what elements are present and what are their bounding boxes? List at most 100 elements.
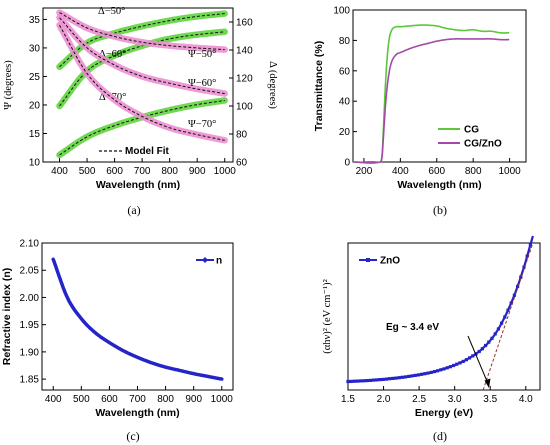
x-tick-label: 900 xyxy=(185,394,202,405)
data-point xyxy=(506,308,510,312)
data-point xyxy=(388,377,392,381)
x-tick-label: 600 xyxy=(428,166,445,177)
series-line-model-fit xyxy=(59,17,225,95)
data-point xyxy=(448,365,452,369)
series-label: Ψ−70° xyxy=(188,119,216,130)
data-point xyxy=(362,379,366,383)
data-point xyxy=(477,349,481,354)
x-tick-label: 700 xyxy=(134,166,151,177)
data-point xyxy=(413,373,417,377)
y-tick-label: 20 xyxy=(339,127,351,138)
data-point xyxy=(375,378,379,382)
x-tick-label: 1000 xyxy=(214,166,237,177)
series-line-model-fit xyxy=(59,12,225,51)
series-line xyxy=(353,38,510,164)
panel-a: 400 500 600 700 800 900 1000 10 15 20 25 30 35 60 80 10… xyxy=(3,6,278,217)
data-point xyxy=(496,327,500,331)
data-point xyxy=(455,362,459,366)
data-point xyxy=(359,379,363,383)
panel-caption: (a) xyxy=(127,203,140,217)
tangent-fit-line xyxy=(482,242,534,391)
data-point xyxy=(503,315,507,319)
x-tick-label: 900 xyxy=(189,166,206,177)
legend-marker xyxy=(366,258,370,262)
y2-tick-label: 140 xyxy=(236,46,253,57)
legend-label: CG/ZnO xyxy=(464,139,502,150)
y-tick-label: 1.85 xyxy=(20,375,40,386)
panel-caption: (c) xyxy=(126,429,139,443)
series-line-model-fit xyxy=(59,13,225,68)
x-tick-label: 800 xyxy=(161,166,178,177)
x-tick-label: 2.5 xyxy=(412,394,426,405)
data-point xyxy=(420,372,424,376)
y-tick-label: 1.95 xyxy=(20,320,40,331)
panel-d: 1.5 2.0 2.5 3.0 3.5 4.0 Energy (eV) (αhν)² (eV … xyxy=(322,235,541,443)
data-point xyxy=(365,379,369,383)
panel-caption: (d) xyxy=(433,429,447,443)
data-point xyxy=(416,373,420,377)
y-axis-label: (αhν)² (eV cm⁻¹)² xyxy=(322,279,333,354)
y-tick-label: 60 xyxy=(339,66,351,77)
data-point xyxy=(439,368,443,372)
y-tick-label: 35 xyxy=(29,15,41,26)
panel-caption: (b) xyxy=(433,203,447,217)
data-point xyxy=(500,321,504,325)
data-point xyxy=(381,377,385,381)
series-label: Ψ−50° xyxy=(188,49,216,60)
annotation-arrow-head xyxy=(484,378,491,388)
y-tick-label: 10 xyxy=(29,158,41,169)
series-line-model-fit xyxy=(59,24,225,141)
annotation-arrow-line xyxy=(467,335,490,387)
data-point xyxy=(400,375,404,379)
data-point xyxy=(404,375,408,379)
plot-frame xyxy=(347,242,541,391)
y-tick-label: 2.05 xyxy=(20,266,40,277)
x-tick-label: 400 xyxy=(45,394,62,405)
data-point xyxy=(490,336,494,340)
x-axis-label: Energy (eV) xyxy=(415,407,473,419)
data-point xyxy=(519,275,523,279)
data-point xyxy=(407,374,411,378)
bandgap-annotation: Eg ~ 3.4 eV xyxy=(386,322,439,333)
y-tick-label: 25 xyxy=(29,72,41,83)
legend-label: CG xyxy=(464,125,479,136)
x-tick-label: 4.0 xyxy=(519,394,533,405)
legend-label: n xyxy=(216,256,222,267)
x-tick-label: 200 xyxy=(356,166,373,177)
series-line-model-fit xyxy=(59,31,225,107)
data-point xyxy=(356,379,360,383)
legend-label-model-fit: Model Fit xyxy=(125,146,170,157)
data-point xyxy=(528,243,532,247)
data-point xyxy=(471,354,475,358)
series-line xyxy=(51,257,224,381)
data-point xyxy=(493,332,497,336)
x-tick-label: 1.5 xyxy=(341,394,355,405)
x-tick-label: 2.0 xyxy=(377,394,391,405)
data-point xyxy=(410,374,414,378)
data-point xyxy=(452,363,456,368)
x-tick-label: 3.0 xyxy=(448,394,462,405)
y-tick-label: 40 xyxy=(339,97,351,108)
data-point xyxy=(368,378,372,382)
x-tick-label: 400 xyxy=(51,166,68,177)
x-axis-label: Wavelength (nm) xyxy=(95,407,179,419)
y-tick-label: 2.10 xyxy=(20,239,40,250)
x-tick-label: 800 xyxy=(157,394,174,405)
y-tick-label: 80 xyxy=(339,36,351,47)
data-point xyxy=(349,379,353,383)
data-point xyxy=(423,372,427,376)
data-point xyxy=(516,284,520,289)
data-point xyxy=(487,340,491,344)
data-point xyxy=(384,377,388,381)
data-point xyxy=(432,370,436,374)
data-point xyxy=(480,347,484,351)
data-point xyxy=(429,370,433,374)
data-point xyxy=(464,358,468,362)
y-tick-label: 100 xyxy=(333,6,350,17)
panel-b: 200 400 600 800 1000 0 20 40 60 80 100 Wavelength (… xyxy=(313,6,527,217)
data-point xyxy=(458,361,462,365)
data-point xyxy=(352,379,356,383)
y-tick-label: 20 xyxy=(29,100,41,111)
x-tick-label: 400 xyxy=(392,166,409,177)
